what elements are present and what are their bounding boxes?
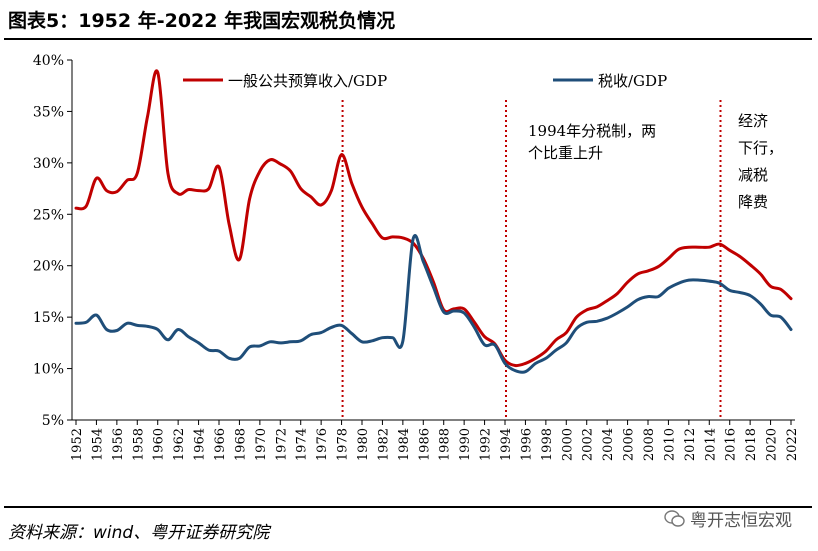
chart-area: 5% 10% 15% 20% 25% 30% 35% 40% 1952 1954 1956 1958 1… [33, 53, 800, 461]
annotations: 1994年分税制，两 个比重上升 经济 下行， 减税 降费 [528, 112, 783, 211]
x-tick-label: 2004 [601, 428, 616, 461]
annotation-1994-line1: 1994年分税制，两 [528, 122, 656, 140]
series-line-tax-revenue [74, 234, 793, 374]
x-tick-label: 1988 [438, 428, 453, 461]
x-tick-label: 1976 [315, 428, 330, 461]
y-tick-label: 5% [42, 413, 64, 429]
x-tick-label: 1952 [70, 428, 85, 461]
x-tick-label: 1956 [111, 428, 126, 461]
chart-title: 图表5：1952 年-2022 年我国宏观税负情况 [8, 10, 396, 32]
y-tick-label: 20% [33, 259, 64, 275]
x-tick-label: 1970 [254, 428, 269, 461]
legend-label-tax: 税收/GDP [598, 72, 667, 90]
x-tick-label: 2000 [560, 428, 575, 461]
x-tick-label: 1974 [295, 428, 310, 461]
x-tick-label: 1978 [336, 428, 351, 461]
annotation-2015-line1: 经济 [738, 112, 768, 130]
x-tick-label: 1998 [540, 428, 555, 461]
legend-label-fiscal: 一般公共预算收入/GDP [228, 72, 387, 90]
title-divider [4, 38, 812, 40]
x-tick-label: 1994 [499, 428, 514, 461]
footer-divider [4, 506, 812, 508]
x-tick-label: 2018 [744, 428, 759, 461]
series-line-fiscal-revenue [74, 69, 793, 368]
source-note: 资料来源：wind、粤开证券研究院 [8, 523, 270, 543]
x-tick-label: 2002 [581, 428, 596, 461]
x-tick-label: 1990 [458, 428, 473, 461]
x-tick-label: 1954 [90, 428, 105, 461]
x-tick-label: 1992 [479, 428, 494, 461]
x-tick-label: 2020 [765, 428, 780, 461]
watermark-text: 粤开志恒宏观 [690, 511, 792, 531]
annotation-2015-line3: 减税 [738, 166, 768, 184]
x-tick-label: 1960 [152, 428, 167, 461]
y-tick-label: 30% [33, 156, 64, 172]
series-lines [74, 69, 793, 374]
x-tick-label: 2012 [683, 428, 698, 461]
x-tick-label: 2016 [724, 428, 739, 461]
y-tick-label: 10% [33, 362, 64, 378]
x-tick-label: 1962 [172, 428, 187, 461]
x-tick-label: 1984 [397, 428, 412, 461]
x-tick-label: 2022 [785, 428, 800, 461]
legend: 一般公共预算收入/GDP 税收/GDP [183, 72, 667, 90]
axes: 5% 10% 15% 20% 25% 30% 35% 40% 1952 1954 1956 1958 1… [33, 53, 800, 461]
wechat-icon [664, 509, 685, 527]
y-tick-label: 40% [33, 53, 64, 69]
x-tick-label: 1968 [233, 428, 248, 461]
y-tick-label: 15% [33, 310, 64, 326]
x-tick-label: 1958 [131, 428, 146, 461]
x-tick-label: 2014 [703, 428, 718, 461]
annotation-2015-line2: 下行， [738, 139, 783, 157]
x-tick-label: 1986 [417, 428, 432, 461]
x-tick-label: 2008 [642, 428, 657, 461]
y-tick-label: 25% [33, 207, 64, 223]
watermark: 粤开志恒宏观 [664, 506, 792, 531]
x-tick-label: 2010 [662, 428, 677, 461]
x-tick-label: 1964 [193, 428, 208, 461]
x-tick-label: 1972 [274, 428, 289, 461]
annotation-1994-line2: 个比重上升 [528, 144, 603, 162]
annotation-2015-line4: 降费 [738, 193, 768, 211]
x-tick-label: 1996 [519, 428, 534, 461]
x-tick-label: 1980 [356, 428, 371, 461]
y-tick-label: 35% [33, 104, 64, 120]
x-tick-label: 1982 [376, 428, 391, 461]
x-tick-label: 1966 [213, 428, 228, 461]
x-tick-label: 2006 [622, 428, 637, 461]
